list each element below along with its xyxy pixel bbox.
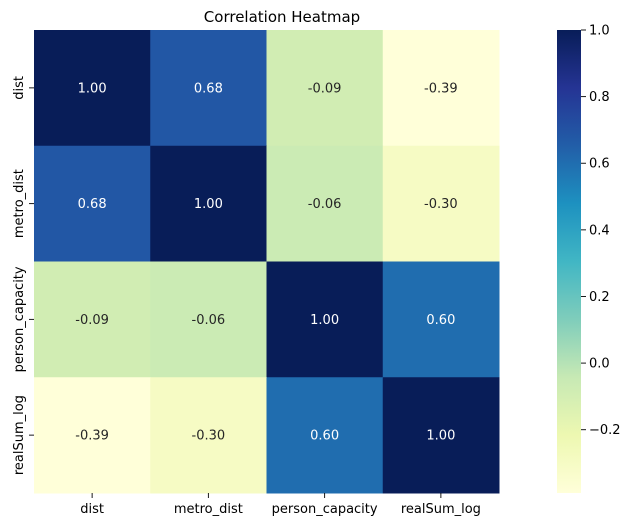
heatmap-cell bbox=[34, 30, 151, 147]
heatmap-cell bbox=[266, 261, 384, 378]
heatmap-cell bbox=[34, 145, 151, 262]
x-tick-label: dist bbox=[80, 502, 104, 517]
cell-value-label: 1.00 bbox=[78, 81, 107, 96]
colorbar-tick-label: −0.2 bbox=[589, 423, 621, 438]
colorbar-tick-label: 0.2 bbox=[589, 290, 610, 305]
cell-value-label: 0.60 bbox=[310, 429, 339, 444]
y-tick-label: dist bbox=[12, 76, 27, 100]
heatmap-cell bbox=[34, 377, 151, 494]
heatmap-cells: 1.00 0.68 -0.09 -0.39 0.68 1.00 -0.06 -0.30 -0.0… bbox=[34, 30, 500, 494]
cell-value-label: -0.39 bbox=[424, 81, 458, 96]
heatmap-cell bbox=[34, 261, 151, 378]
cell-value-label: -0.39 bbox=[75, 429, 109, 444]
y-tick-label: metro_dist bbox=[12, 169, 27, 238]
colorbar-gradient bbox=[557, 30, 581, 493]
cell-value-label: 1.00 bbox=[194, 197, 223, 212]
chart-title: Correlation Heatmap bbox=[204, 8, 360, 26]
cell-value-label: -0.30 bbox=[192, 429, 226, 444]
heatmap-cell bbox=[382, 377, 500, 494]
heatmap-cell bbox=[150, 145, 267, 262]
x-tick-label: metro_dist bbox=[174, 502, 243, 517]
colorbar: 1.0 0.8 0.6 0.4 0.2 0.0 −0.2 bbox=[557, 24, 621, 493]
cell-value-label: -0.30 bbox=[424, 197, 458, 212]
x-tick-label: realSum_log bbox=[401, 502, 481, 517]
heatmap-cell bbox=[150, 261, 267, 378]
x-axis: dist metro_dist person_capacity realSum_log bbox=[80, 493, 481, 517]
heatmap-cell bbox=[266, 377, 384, 494]
heatmap-cell bbox=[382, 261, 500, 378]
heatmap-cell bbox=[382, 30, 500, 147]
cell-value-label: 0.68 bbox=[78, 197, 107, 212]
cell-value-label: 1.00 bbox=[310, 313, 339, 328]
cell-value-label: -0.06 bbox=[192, 313, 226, 328]
colorbar-tick-label: 0.0 bbox=[589, 357, 610, 372]
cell-value-label: 0.60 bbox=[426, 313, 455, 328]
x-tick-label: person_capacity bbox=[272, 502, 378, 517]
cell-value-label: -0.06 bbox=[308, 197, 342, 212]
colorbar-tick-label: 0.8 bbox=[589, 90, 610, 105]
y-tick-label: realSum_log bbox=[12, 395, 27, 475]
heatmap-cell bbox=[150, 377, 267, 494]
cell-value-label: -0.09 bbox=[75, 313, 109, 328]
colorbar-tick-label: 1.0 bbox=[589, 24, 610, 39]
cell-value-label: 1.00 bbox=[426, 429, 455, 444]
heatmap-cell bbox=[150, 30, 267, 147]
colorbar-tick-label: 0.6 bbox=[589, 157, 610, 172]
heatmap-cell bbox=[266, 30, 384, 147]
cell-value-label: 0.68 bbox=[194, 81, 223, 96]
colorbar-tick-label: 0.4 bbox=[589, 223, 610, 238]
y-axis: dist metro_dist person_capacity realSum_log bbox=[12, 76, 34, 475]
y-tick-label: person_capacity bbox=[12, 266, 27, 372]
heatmap-cell bbox=[266, 145, 384, 262]
heatmap-cell bbox=[382, 145, 500, 262]
cell-value-label: -0.09 bbox=[308, 81, 342, 96]
